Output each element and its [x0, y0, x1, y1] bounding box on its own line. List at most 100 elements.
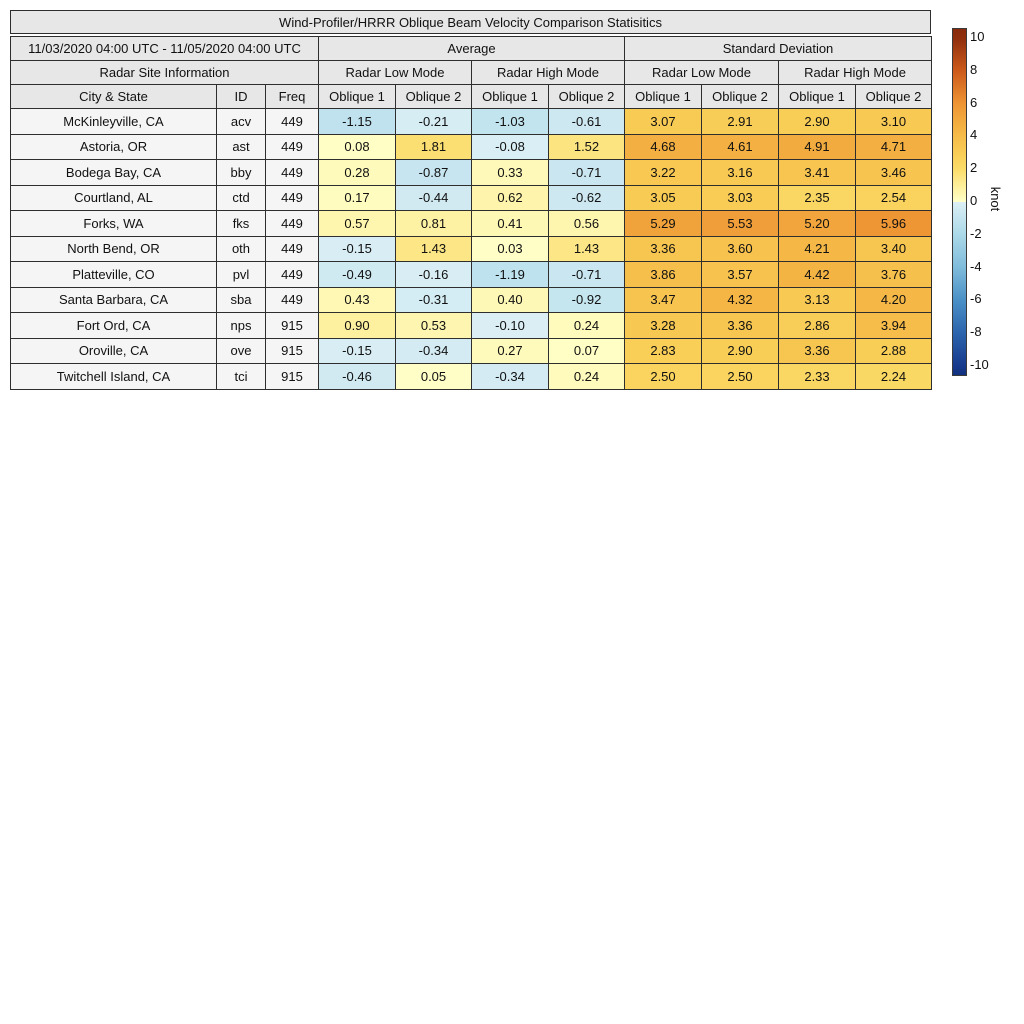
cell-site-freq: 449	[265, 108, 319, 135]
table-row: Platteville, CO pvl 449 -0.49 -0.16 -1.19 -0.7…	[10, 261, 933, 288]
cell-city-state: Bodega Bay, CA	[10, 159, 217, 186]
cell-city-state: Twitchell Island, CA	[10, 363, 217, 390]
header-row-groups: 11/03/2020 04:00 UTC - 11/05/2020 04:00 …	[10, 36, 933, 61]
cell-avg-high-oblique2: -0.61	[548, 108, 625, 135]
cell-std-high-oblique1: 2.33	[778, 363, 856, 390]
cell-avg-low-oblique1: -0.46	[318, 363, 396, 390]
cell-avg-high-oblique1: 0.40	[471, 286, 549, 313]
cell-std-high-oblique2: 3.94	[854, 312, 933, 339]
cell-std-high-oblique1: 3.36	[778, 337, 856, 364]
cell-std-low-oblique1: 2.83	[624, 337, 702, 364]
table-row: Bodega Bay, CA bby 449 0.28 -0.87 0.33 -0.71 3.…	[10, 159, 933, 186]
cell-avg-low-oblique2: 0.81	[395, 210, 472, 237]
cell-std-high-oblique1: 5.20	[778, 210, 856, 237]
cell-avg-high-oblique2: 0.56	[548, 210, 625, 237]
header-city-state: City & State	[10, 84, 217, 109]
cell-std-low-oblique2: 2.50	[701, 363, 779, 390]
colorbar-tick-label: 6	[970, 94, 978, 110]
colorbar-tick-label: 8	[970, 61, 978, 77]
colorbar	[952, 28, 967, 376]
stats-table: 11/03/2020 04:00 UTC - 11/05/2020 04:00 …	[10, 36, 933, 390]
cell-std-low-oblique2: 3.16	[701, 159, 779, 186]
table-row: Oroville, CA ove 915 -0.15 -0.34 0.27 0.07 2.83…	[10, 337, 933, 364]
cell-avg-high-oblique2: -0.71	[548, 159, 625, 186]
header-std-low-oblique2: Oblique 2	[701, 84, 779, 109]
cell-avg-low-oblique1: 0.57	[318, 210, 396, 237]
cell-std-high-oblique1: 2.86	[778, 312, 856, 339]
cell-std-high-oblique1: 4.91	[778, 133, 856, 160]
cell-std-high-oblique1: 3.13	[778, 286, 856, 313]
cell-avg-high-oblique2: 0.07	[548, 337, 625, 364]
cell-avg-high-oblique1: -1.03	[471, 108, 549, 135]
table-row: Twitchell Island, CA tci 915 -0.46 0.05 -0.34…	[10, 363, 933, 390]
cell-avg-low-oblique1: -0.49	[318, 261, 396, 288]
cell-city-state: Santa Barbara, CA	[10, 286, 217, 313]
cell-std-low-oblique2: 4.61	[701, 133, 779, 160]
header-avg-radar-low-mode: Radar Low Mode	[318, 60, 472, 85]
cell-avg-high-oblique2: 1.52	[548, 133, 625, 160]
cell-site-freq: 915	[265, 312, 319, 339]
header-avg-low-oblique1: Oblique 1	[318, 84, 396, 109]
cell-avg-low-oblique2: -0.34	[395, 337, 472, 364]
cell-site-id: ast	[216, 133, 266, 160]
cell-city-state: McKinleyville, CA	[10, 108, 217, 135]
cell-std-low-oblique1: 3.22	[624, 159, 702, 186]
cell-avg-high-oblique2: -0.62	[548, 184, 625, 211]
cell-std-high-oblique2: 4.71	[854, 133, 933, 160]
cell-site-id: ctd	[216, 184, 266, 211]
cell-std-low-oblique2: 3.03	[701, 184, 779, 211]
cell-site-id: ove	[216, 337, 266, 364]
cell-site-id: tci	[216, 363, 266, 390]
header-std-low-oblique1: Oblique 1	[624, 84, 702, 109]
table-row: Forks, WA fks 449 0.57 0.81 0.41 0.56 5.29 5.53 5…	[10, 210, 933, 237]
header-average: Average	[318, 36, 625, 61]
cell-avg-low-oblique2: -0.21	[395, 108, 472, 135]
cell-avg-high-oblique2: 0.24	[548, 363, 625, 390]
header-standard-deviation: Standard Deviation	[623, 36, 933, 61]
cell-avg-low-oblique2: 0.05	[395, 363, 472, 390]
table-row: Santa Barbara, CA sba 449 0.43 -0.31 0.40 -0.9…	[10, 286, 933, 313]
cell-avg-high-oblique1: 0.33	[471, 159, 549, 186]
cell-avg-high-oblique1: 0.27	[471, 337, 549, 364]
cell-std-high-oblique1: 2.90	[778, 108, 856, 135]
cell-site-freq: 449	[265, 184, 319, 211]
cell-avg-low-oblique1: -0.15	[318, 337, 396, 364]
cell-std-high-oblique1: 4.21	[778, 235, 856, 262]
header-std-radar-low-mode: Radar Low Mode	[624, 60, 779, 85]
cell-city-state: Platteville, CO	[10, 261, 217, 288]
cell-std-high-oblique2: 3.40	[854, 235, 933, 262]
cell-std-low-oblique1: 3.86	[624, 261, 702, 288]
header-date-range: 11/03/2020 04:00 UTC - 11/05/2020 04:00 …	[10, 36, 319, 61]
cell-avg-low-oblique1: 0.90	[318, 312, 396, 339]
cell-avg-high-oblique2: -0.71	[548, 261, 625, 288]
cell-avg-low-oblique1: 0.43	[318, 286, 396, 313]
cell-std-high-oblique2: 2.24	[854, 363, 933, 390]
cell-site-id: bby	[216, 159, 266, 186]
cell-std-high-oblique1: 3.41	[778, 159, 856, 186]
cell-std-high-oblique2: 2.54	[854, 184, 933, 211]
cell-std-low-oblique2: 5.53	[701, 210, 779, 237]
cell-std-high-oblique2: 3.76	[854, 261, 933, 288]
cell-avg-high-oblique1: 0.41	[471, 210, 549, 237]
cell-avg-low-oblique2: 1.43	[395, 235, 472, 262]
cell-std-high-oblique2: 3.10	[854, 108, 933, 135]
colorbar-tick-label: 2	[970, 160, 978, 176]
table-row: McKinleyville, CA acv 449 -1.15 -0.21 -1.03 -0…	[10, 108, 933, 135]
cell-city-state: Forks, WA	[10, 210, 217, 237]
cell-std-low-oblique2: 3.60	[701, 235, 779, 262]
cell-std-low-oblique1: 4.68	[624, 133, 702, 160]
header-radar-site-information: Radar Site Information	[10, 60, 319, 85]
cell-avg-high-oblique2: -0.92	[548, 286, 625, 313]
cell-site-freq: 915	[265, 337, 319, 364]
cell-site-freq: 449	[265, 159, 319, 186]
cell-site-freq: 449	[265, 286, 319, 313]
cell-std-low-oblique2: 3.57	[701, 261, 779, 288]
table-row: Courtland, AL ctd 449 0.17 -0.44 0.62 -0.62 3.0…	[10, 184, 933, 211]
cell-std-high-oblique2: 3.46	[854, 159, 933, 186]
cell-std-low-oblique2: 2.91	[701, 108, 779, 135]
cell-std-low-oblique2: 3.36	[701, 312, 779, 339]
header-avg-radar-high-mode: Radar High Mode	[471, 60, 625, 85]
header-avg-high-oblique1: Oblique 1	[471, 84, 549, 109]
colorbar-tick-label: -6	[970, 291, 982, 307]
